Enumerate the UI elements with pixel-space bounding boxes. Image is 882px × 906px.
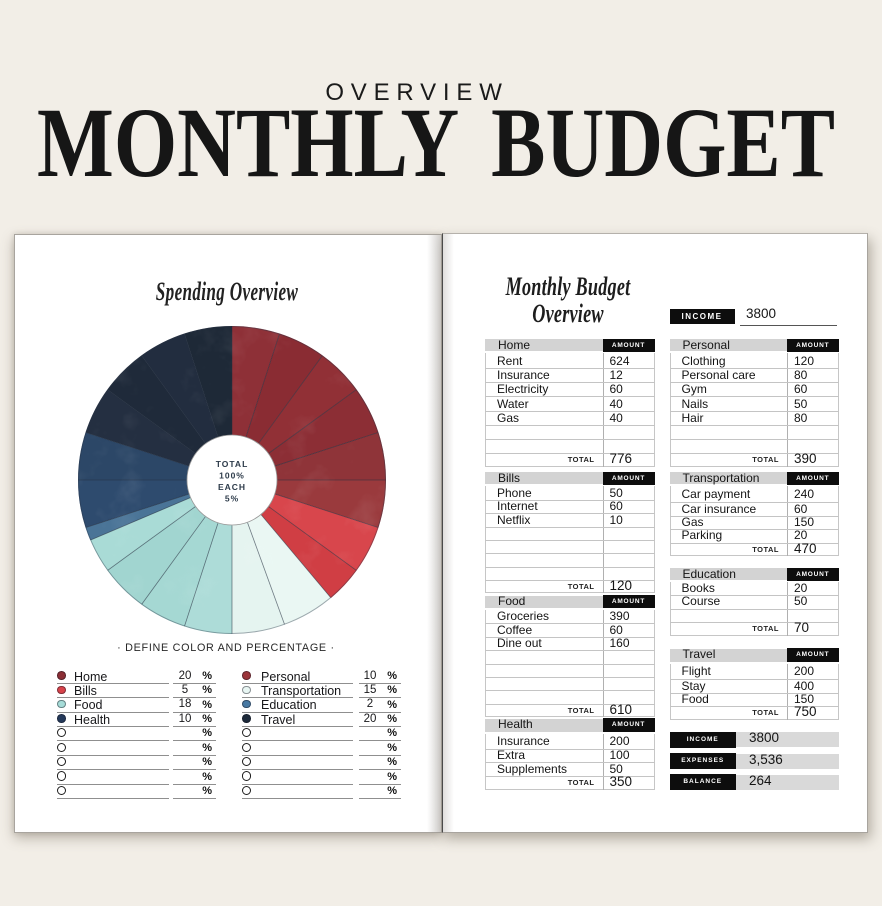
svg-text:TOTAL: TOTAL (215, 458, 248, 468)
svg-text:100%: 100% (219, 470, 245, 480)
svg-text:5%: 5% (224, 493, 238, 503)
svg-text:MONTHLY BUDGET: MONTHLY BUDGET (37, 100, 835, 190)
svg-text:EACH: EACH (217, 481, 245, 491)
